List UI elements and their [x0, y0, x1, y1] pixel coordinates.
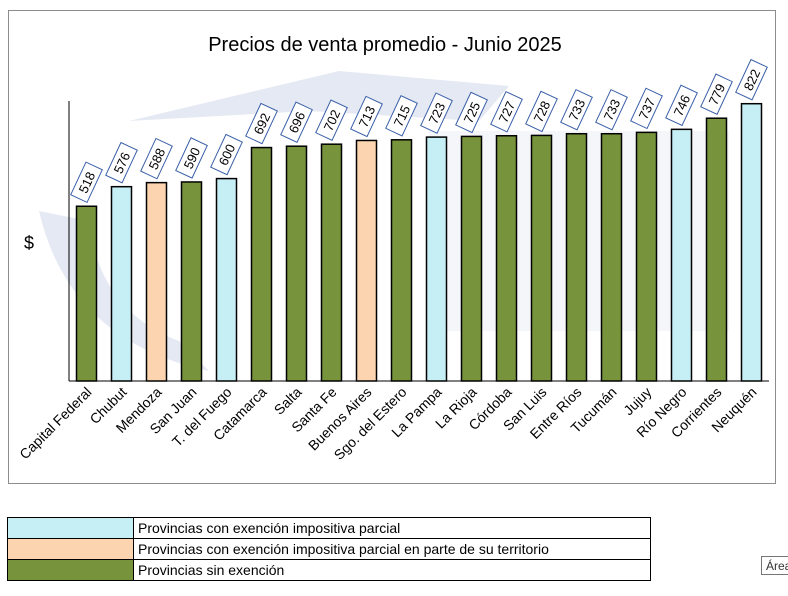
bar-6	[285, 145, 308, 382]
value-label-17: 746	[665, 84, 698, 127]
value-label-1: 576	[105, 141, 138, 184]
value-label-4: 600	[210, 133, 243, 176]
value-label-19: 822	[735, 58, 768, 101]
bar-10	[425, 136, 448, 382]
value-label-box-6	[280, 101, 313, 143]
value-label-box-5	[245, 102, 278, 145]
legend-table: Provincias con exención impositiva parci…	[7, 517, 651, 581]
bar-18	[705, 117, 728, 382]
legend-label-parcial: Provincias con exención impositiva parci…	[133, 517, 651, 539]
background-watermark	[39, 71, 729, 371]
chart-title: Precios de venta promedio - Junio 2025	[208, 34, 562, 56]
bar-0	[75, 205, 98, 382]
bar-13	[530, 134, 553, 382]
bar-11	[460, 135, 483, 382]
bar-3	[180, 181, 203, 382]
value-label-0: 518	[70, 161, 103, 204]
legend-swatch-territorio	[7, 538, 134, 560]
value-label-box-18	[700, 73, 733, 115]
legend-swatch-sin	[7, 559, 134, 581]
legend-row-sin: Provincias sin exención	[7, 559, 651, 581]
value-label-8: 713	[350, 95, 383, 138]
value-label-box-11	[455, 91, 488, 134]
value-label-14: 733	[560, 88, 593, 131]
value-label-box-1	[105, 141, 138, 184]
chart-area: Precios de venta promedio - Junio 2025 $…	[8, 10, 776, 484]
legend-row-parcial: Provincias con exención impositiva parci…	[7, 517, 651, 539]
value-label-box-14	[560, 88, 593, 131]
legend-label-sin: Provincias sin exención	[133, 559, 651, 581]
value-label-6: 696	[280, 101, 313, 143]
value-label-box-13	[525, 90, 558, 133]
bar-1	[110, 185, 133, 382]
value-label-box-4	[210, 133, 243, 176]
bar-7	[320, 143, 343, 382]
legend-swatch-parcial	[7, 517, 134, 539]
value-label-box-7	[315, 99, 348, 141]
bar-15	[600, 132, 623, 382]
bar-8	[355, 139, 378, 382]
value-label-15: 733	[595, 88, 628, 131]
value-label-box-3	[175, 137, 208, 179]
legend-row-territorio: Provincias con exención impositiva parci…	[7, 538, 651, 560]
bar-2	[145, 181, 168, 382]
bar-4	[215, 177, 238, 382]
value-label-box-16	[630, 87, 663, 130]
value-label-box-8	[350, 95, 383, 138]
bar-12	[495, 134, 518, 382]
value-label-11: 725	[455, 91, 488, 134]
value-label-13: 728	[525, 90, 558, 133]
value-label-box-2	[140, 137, 173, 180]
value-label-box-17	[665, 84, 698, 127]
area-tooltip: Área	[761, 556, 788, 575]
bar-19	[740, 102, 763, 382]
value-label-box-0	[70, 161, 103, 204]
value-label-box-12	[490, 90, 523, 133]
value-label-box-10	[420, 92, 453, 134]
value-label-2: 588	[140, 137, 173, 180]
bar-17	[670, 128, 693, 382]
value-label-12: 727	[490, 90, 523, 133]
value-label-10: 723	[420, 92, 453, 134]
value-label-18: 779	[700, 73, 733, 115]
value-label-9: 715	[385, 95, 418, 137]
legend-label-territorio: Provincias con exención impositiva parci…	[133, 538, 651, 560]
value-label-5: 692	[245, 102, 278, 145]
category-label-0: Capital Federal	[16, 384, 94, 462]
value-label-3: 590	[175, 137, 208, 179]
y-axis-label: $	[24, 233, 34, 253]
value-label-7: 702	[315, 99, 348, 141]
value-label-box-15	[595, 88, 628, 131]
value-label-box-9	[385, 95, 418, 137]
bar-14	[565, 132, 588, 382]
bar-9	[390, 139, 413, 382]
bar-16	[635, 131, 658, 382]
bar-5	[250, 146, 273, 382]
bar-chart: Precios de venta promedio - Junio 2025 $…	[16, 34, 769, 463]
value-label-box-19	[735, 58, 768, 101]
value-label-16: 737	[630, 87, 663, 130]
